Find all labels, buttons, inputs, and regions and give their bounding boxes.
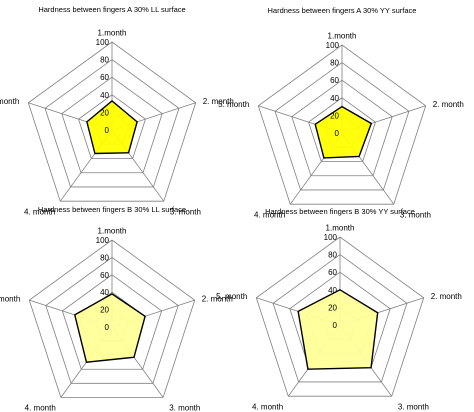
radial-tick-label: 100 bbox=[326, 41, 340, 50]
category-label: 3. month bbox=[169, 404, 200, 412]
category-label: 1.month bbox=[326, 223, 355, 232]
chart-title: Hardness between fingers B 30% LL surfac… bbox=[38, 205, 186, 214]
radar-chart-3: Hardness between fingers B 30% LL surfac… bbox=[0, 205, 233, 412]
category-label: 3. month bbox=[398, 402, 429, 411]
radial-tick-label: 80 bbox=[100, 56, 109, 65]
category-label: 4. month bbox=[25, 404, 56, 412]
radial-tick-label: 60 bbox=[100, 271, 109, 280]
radial-tick-label: 0 bbox=[335, 129, 340, 138]
category-label: 4. month bbox=[24, 207, 55, 216]
grid-ring bbox=[308, 97, 376, 162]
category-label: 3. month bbox=[400, 210, 431, 219]
category-label: 5. month bbox=[216, 292, 247, 301]
grid-ring bbox=[272, 254, 408, 383]
grid-ring bbox=[257, 44, 427, 205]
category-label: 2. month bbox=[203, 97, 234, 106]
category-label: 2. month bbox=[433, 100, 464, 109]
grid-ring bbox=[291, 79, 393, 177]
data-series-area bbox=[86, 100, 138, 155]
radial-tick-label: 0 bbox=[105, 126, 110, 135]
radial-tick-label: 60 bbox=[100, 73, 109, 82]
category-label: 5. month bbox=[0, 97, 19, 106]
radial-tick-label: 80 bbox=[100, 253, 109, 262]
category-label: 2. month bbox=[431, 292, 462, 301]
radial-tick-label: 100 bbox=[96, 236, 110, 245]
radial-tick-label: 100 bbox=[96, 38, 110, 47]
grid-ring bbox=[78, 94, 146, 159]
radial-tick-label: 40 bbox=[330, 94, 339, 103]
grid-ring bbox=[255, 236, 425, 397]
chart-title: Hardness between fingers A 30% LL surfac… bbox=[38, 5, 185, 14]
radial-tick-label: 80 bbox=[328, 251, 337, 260]
radar-chart-1: Hardness between fingers A 30% LL surfac… bbox=[0, 5, 234, 216]
radial-tick-label: 20 bbox=[330, 111, 339, 120]
chart-title: Hardness between fingers B 30% YY surfac… bbox=[265, 207, 415, 216]
data-series-area bbox=[314, 105, 373, 159]
data-series-area bbox=[73, 293, 146, 363]
radial-tick-label: 20 bbox=[100, 108, 109, 117]
grid-ring bbox=[45, 256, 179, 384]
grid-ring bbox=[44, 59, 180, 188]
chart-title: Hardness between fingers A 30% YY surfac… bbox=[268, 6, 417, 15]
radial-tick-label: 20 bbox=[328, 303, 337, 312]
data-series-area bbox=[297, 288, 379, 370]
radial-tick-label: 40 bbox=[100, 91, 109, 100]
radial-tick-label: 100 bbox=[324, 233, 338, 242]
category-label: 4. month bbox=[252, 402, 283, 411]
grid-ring bbox=[27, 41, 197, 202]
grid-ring bbox=[28, 239, 196, 398]
grid-ring bbox=[274, 62, 410, 191]
category-label: 2. month bbox=[202, 295, 233, 304]
category-label: 1.month bbox=[98, 227, 127, 236]
grid-ring bbox=[61, 76, 163, 174]
category-label: 1.month bbox=[328, 31, 357, 40]
radial-tick-label: 80 bbox=[330, 59, 339, 68]
category-label: 5. month bbox=[0, 295, 20, 304]
category-label: 3. month bbox=[170, 207, 201, 216]
radar-chart-2: Hardness between fingers A 30% YY surfac… bbox=[218, 6, 464, 219]
category-label: 5. month bbox=[218, 100, 249, 109]
grid-ring bbox=[61, 274, 163, 370]
radial-tick-label: 0 bbox=[333, 321, 338, 330]
radial-tick-label: 60 bbox=[328, 268, 337, 277]
category-label: 4. month bbox=[254, 210, 285, 219]
radial-tick-label: 40 bbox=[328, 286, 337, 295]
radial-tick-label: 20 bbox=[100, 306, 109, 315]
radial-tick-label: 60 bbox=[330, 76, 339, 85]
radar-chart-4: Hardness between fingers B 30% YY surfac… bbox=[216, 207, 462, 411]
radial-tick-label: 40 bbox=[100, 288, 109, 297]
category-label: 1.month bbox=[98, 28, 127, 37]
radial-tick-label: 0 bbox=[105, 323, 110, 332]
